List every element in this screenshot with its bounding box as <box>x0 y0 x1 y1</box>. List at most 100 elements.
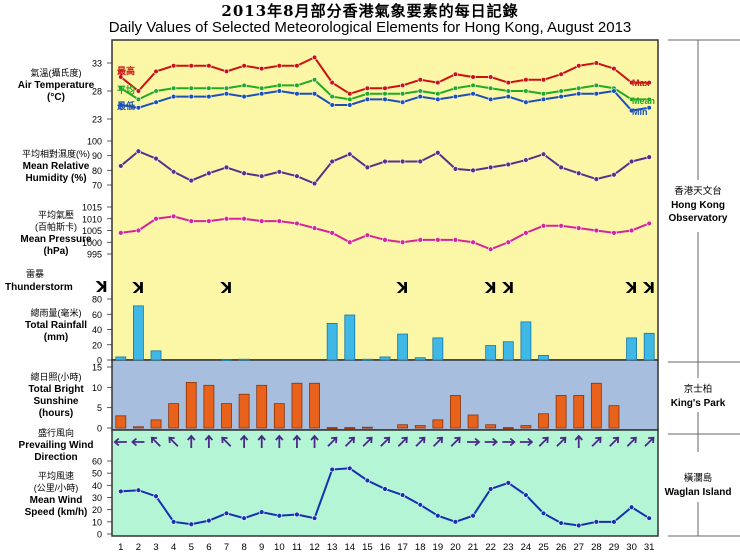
humidity-point <box>170 169 177 175</box>
sunshine-bar <box>555 395 567 429</box>
humidity-point <box>399 158 406 165</box>
humidity-point <box>435 150 441 156</box>
legend-mean-zh: 平均 <box>117 84 135 95</box>
rainfall-tick-label: 80 <box>92 295 102 305</box>
wind-speed-point <box>276 513 283 519</box>
pressure-point <box>153 216 159 222</box>
wind-direction-arrow <box>591 436 602 447</box>
wind-direction-arrow <box>556 436 567 447</box>
wind-speed-point <box>206 517 212 524</box>
wind-arrow-shape <box>397 436 408 447</box>
rainfall-bar <box>538 355 549 361</box>
wind-speed-point <box>628 504 635 510</box>
wind-speed-tick-label: 40 <box>92 481 102 491</box>
pressure-point <box>241 216 247 222</box>
x-tick-label: 25 <box>538 542 549 553</box>
temp-min-point <box>470 91 476 97</box>
thunderstorm-symbol: ꓘ <box>396 280 409 297</box>
temp-min-point <box>646 105 652 111</box>
humidity-point <box>241 170 247 176</box>
station-wi-zh: 橫瀾島 <box>684 472 713 484</box>
temp-mean-point <box>417 88 423 94</box>
humidity-point <box>118 163 124 169</box>
x-tick-label: 24 <box>521 542 532 553</box>
legend-max-en: Max <box>632 78 650 88</box>
temp-mean-point <box>540 91 547 97</box>
wind-speed-point <box>576 522 582 529</box>
wind-direction-arrow <box>538 436 549 447</box>
humidity-point <box>487 164 494 171</box>
wind-arrow-shape <box>275 434 284 448</box>
pressure-point <box>576 225 582 231</box>
rainfall-axis-label: Total Rainfall <box>25 320 87 331</box>
sunshine-bar <box>133 426 144 429</box>
pressure-point <box>276 218 283 224</box>
pressure-tick-label: 1000 <box>82 238 102 248</box>
temp-mean-point <box>558 88 564 94</box>
temp-min-point <box>153 99 159 105</box>
x-tick-label: 13 <box>327 542 338 553</box>
wind-arrow-shape <box>113 437 127 447</box>
rainfall-bar <box>133 305 144 361</box>
sunshine-tick-label: 10 <box>92 383 102 393</box>
x-tick-label: 9 <box>259 542 264 553</box>
wind-speed-point <box>452 519 459 525</box>
humidity-axis-label: 平均相對濕度(%) <box>22 148 90 159</box>
legend-min-zh: 最低 <box>117 100 135 111</box>
humidity-point <box>576 170 582 176</box>
temperature-axis-label: (°C) <box>47 92 65 103</box>
wind-arrow-shape <box>257 434 266 448</box>
wind-speed-tick-label: 0 <box>97 530 102 540</box>
temp-max-point <box>488 74 494 80</box>
temp-max-point <box>470 74 476 80</box>
x-tick-label: 5 <box>189 542 194 553</box>
temp-max-point <box>364 85 370 91</box>
wind-arrow-shape <box>168 436 179 447</box>
pressure-axis-label: (百帕斯卡) <box>35 221 77 232</box>
wind-direction-arrow <box>397 436 408 447</box>
rainfall-axis-label: (mm) <box>44 332 68 343</box>
sunshine-bar <box>185 382 197 429</box>
temp-min-point <box>611 88 617 94</box>
humidity-point <box>188 177 194 184</box>
x-tick-label: 30 <box>626 542 637 553</box>
sunshine-bar <box>573 395 585 429</box>
pressure-tick-label: 1010 <box>82 214 102 224</box>
sunshine-bar <box>238 393 250 429</box>
temp-mean-point <box>118 85 124 91</box>
pressure-axis-label: 平均氣壓 <box>38 209 74 220</box>
temp-max-point <box>294 63 300 69</box>
wind-speed-axis-label: Speed (km/h) <box>25 507 88 518</box>
wind-direction-arrow <box>239 434 249 448</box>
temp-max-point <box>188 63 194 69</box>
wind-arrow-shape <box>467 437 481 447</box>
x-tick-label: 21 <box>468 542 479 553</box>
thunderstorm-symbol: ꓘ <box>220 280 233 297</box>
wind-speed-tick-label: 60 <box>92 457 102 467</box>
pressure-point <box>311 225 318 231</box>
station-hko-zh: 香港天文台 <box>674 185 722 197</box>
thunderstorm-symbol: ꓘ <box>625 280 638 297</box>
wind-speed-point <box>364 477 371 484</box>
temp-max-point <box>505 79 511 86</box>
wind-direction-axis-label: Direction <box>34 452 77 463</box>
wind-arrow-shape <box>519 437 534 447</box>
temp-mean-point <box>470 82 476 88</box>
humidity-tick-label: 90 <box>92 151 102 161</box>
temp-min-point <box>382 96 388 102</box>
temp-max-point <box>206 63 212 69</box>
pressure-point <box>523 230 529 236</box>
wind-arrow-shape <box>484 437 499 447</box>
temp-max-point <box>171 63 177 69</box>
wind-arrow-shape <box>239 434 249 448</box>
sunshine-bar <box>326 427 338 429</box>
humidity-axis-label: Mean Relative <box>23 161 90 172</box>
temp-max-point <box>558 71 564 77</box>
temp-min-point <box>188 93 194 100</box>
wind-arrow-shape <box>327 436 338 447</box>
x-tick-label: 2 <box>136 542 141 553</box>
temp-min-point <box>276 88 282 94</box>
temp-min-point <box>311 91 318 97</box>
temp-max-point <box>576 63 582 69</box>
